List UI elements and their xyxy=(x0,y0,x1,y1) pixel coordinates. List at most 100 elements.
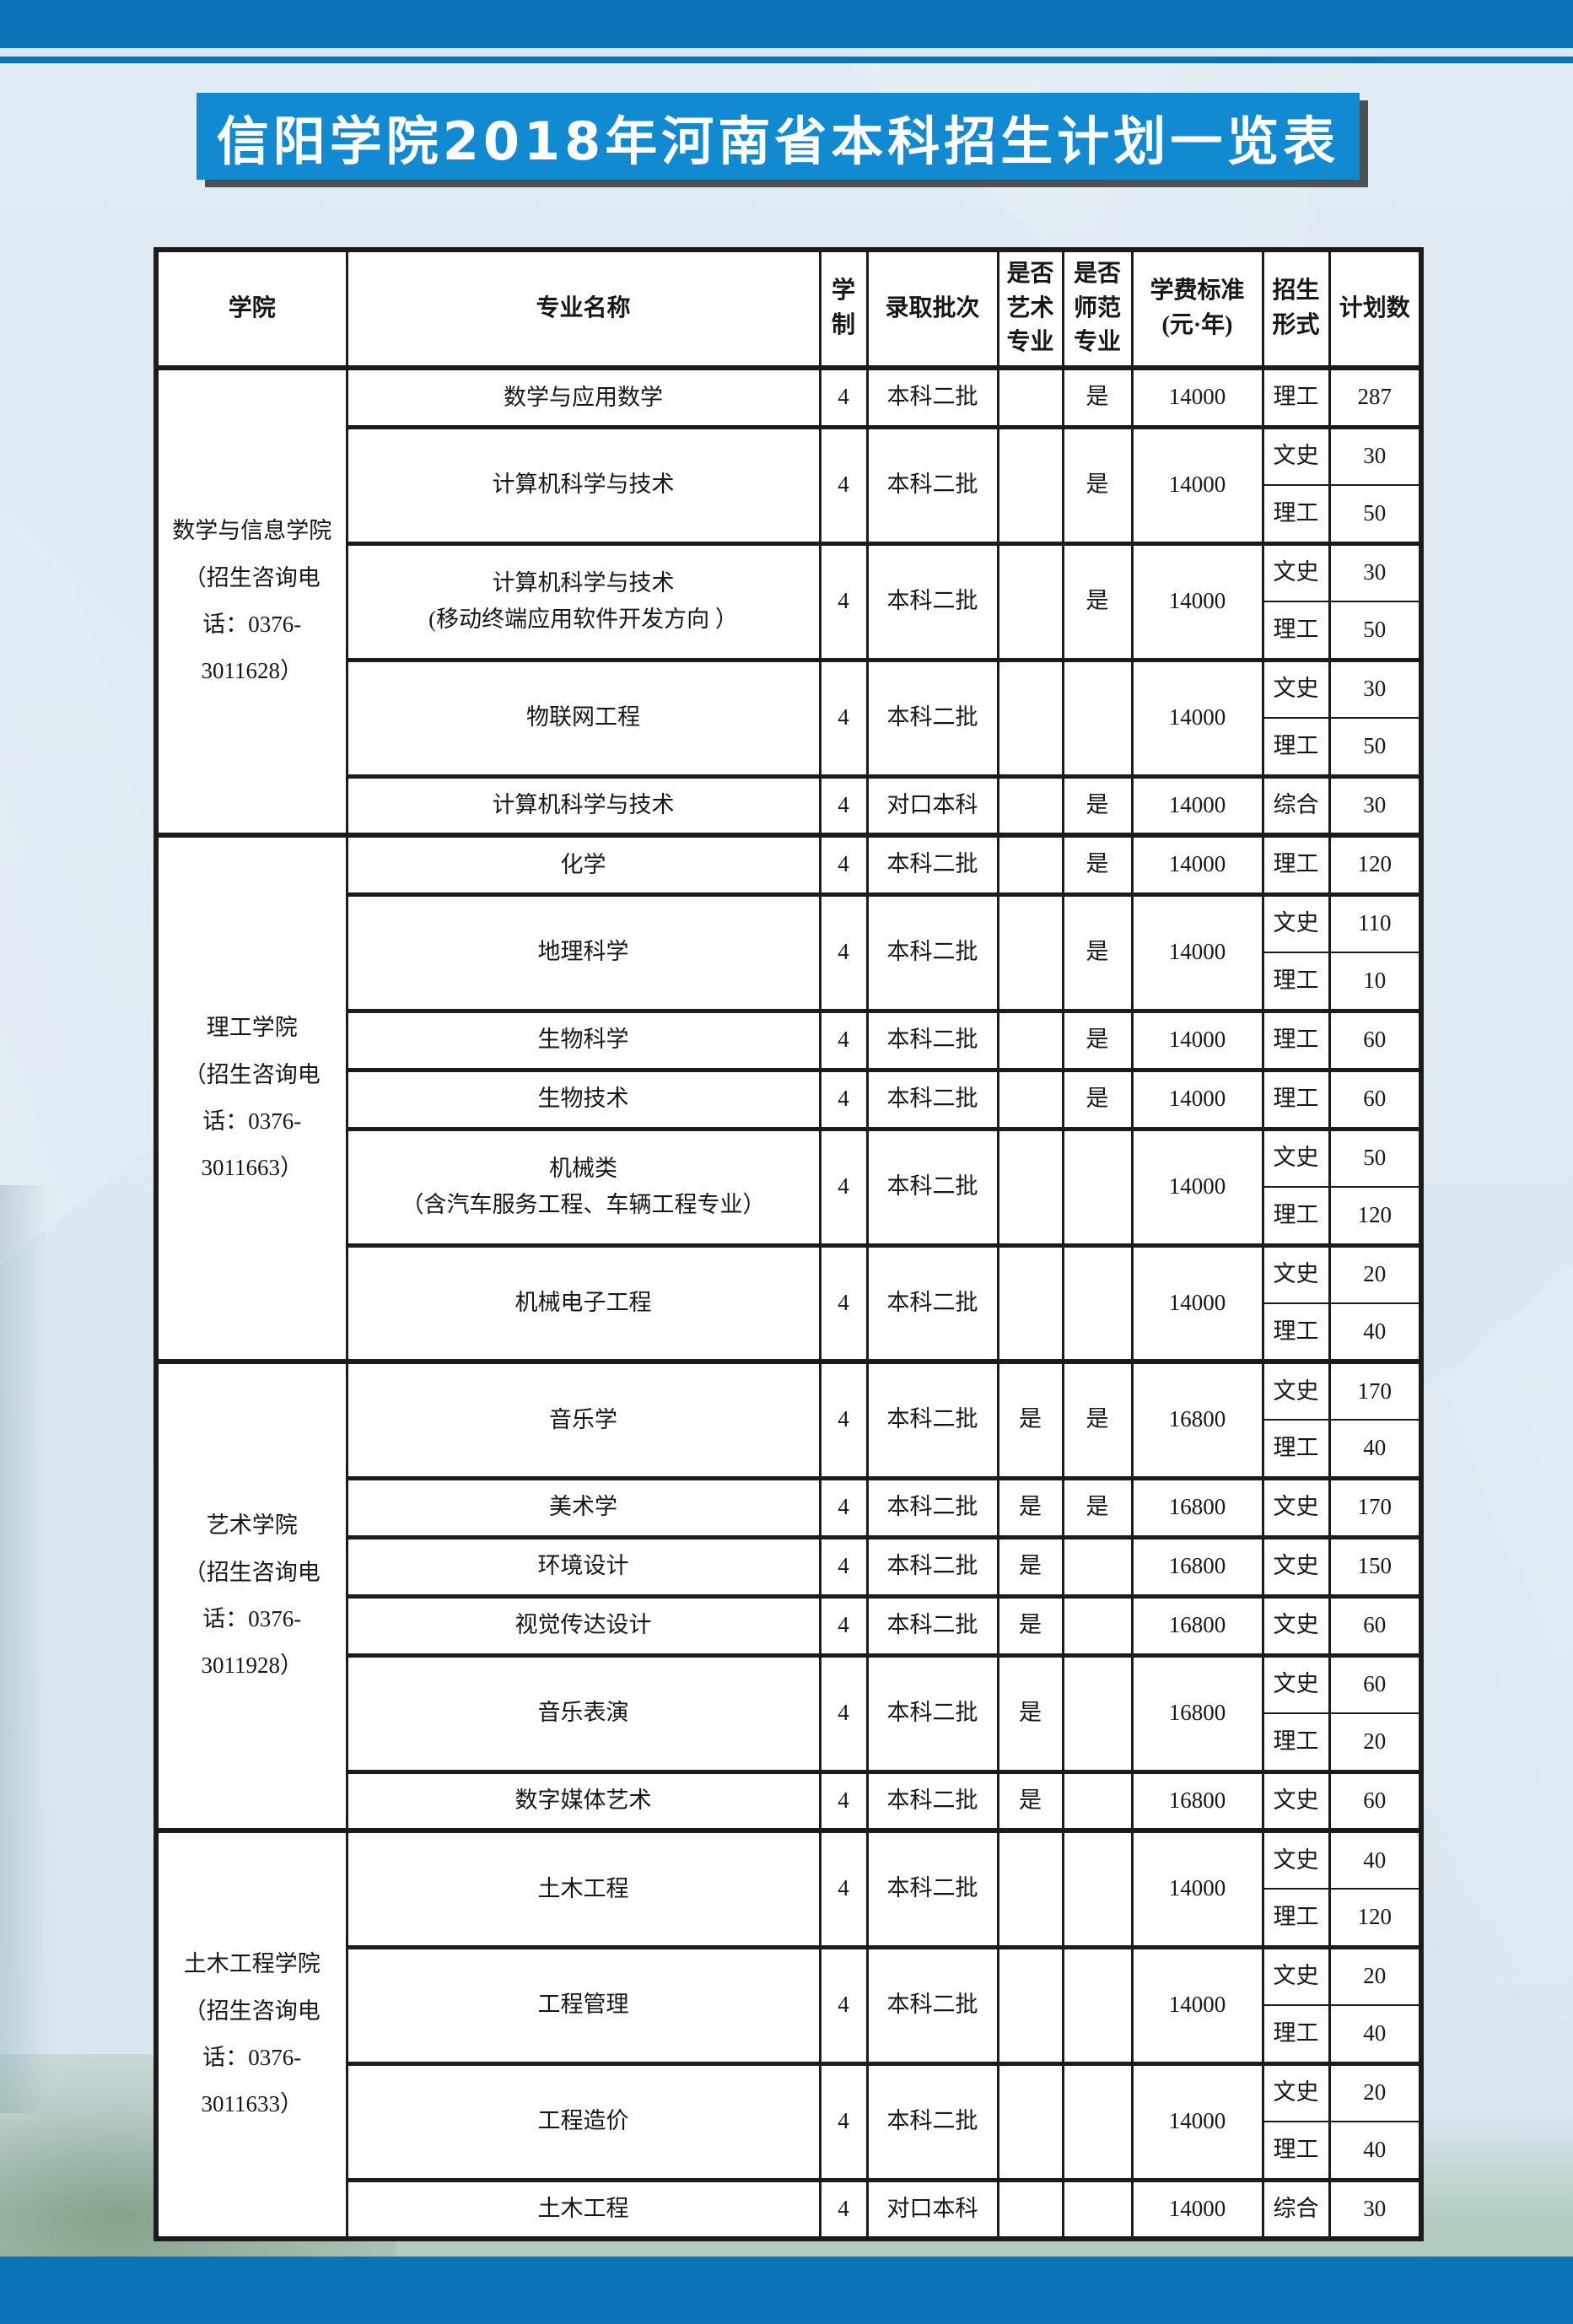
normal-cell: 是 xyxy=(1061,1359,1134,1479)
major-cell: 数字媒体艺术 xyxy=(345,1769,822,1831)
table-row: 数字媒体艺术 4 本科二批是 16800 文史 60 xyxy=(156,1769,1423,1831)
count-cell: 110 xyxy=(1328,892,1423,953)
art-cell xyxy=(996,2061,1064,2181)
duration-cell: 4 xyxy=(818,365,869,428)
count-cell: 20 xyxy=(1328,2061,1423,2122)
major-cell: 音乐学 xyxy=(345,1359,822,1479)
table-row: 机械电子工程 4 本科二批 14000 文史 20 xyxy=(156,1243,1423,1362)
art-cell xyxy=(996,1944,1064,2064)
table-row: 理工 40 xyxy=(156,1302,1423,1362)
batch-cell: 本科二批 xyxy=(865,1475,999,1538)
batch-cell: 本科二批 xyxy=(865,1944,999,2064)
form-cell: 文史 xyxy=(1261,1593,1331,1656)
count-cell: 30 xyxy=(1328,541,1423,602)
art-cell: 是 xyxy=(996,1769,1064,1831)
normal-cell xyxy=(1061,1828,1134,1948)
table-row: 生物技术 4 本科二批是 14000 理工 60 xyxy=(156,1067,1423,1130)
duration-cell: 4 xyxy=(818,1475,869,1538)
major-cell: 土木工程 xyxy=(345,2177,822,2240)
major-cell: 生物科学 xyxy=(345,1008,822,1070)
duration-cell: 4 xyxy=(818,1067,869,1130)
major-cell: 环境设计 xyxy=(345,1534,822,1597)
table-row: 理工 40 xyxy=(156,1419,1423,1479)
batch-cell: 本科二批 xyxy=(865,1828,999,1948)
tuition-cell: 14000 xyxy=(1130,1067,1264,1130)
college-cell: 土木工程学院 （招生咨询电 话：0376- 3011633） xyxy=(154,1828,348,2240)
major-cell: 地理科学 xyxy=(345,892,822,1011)
count-cell: 40 xyxy=(1328,2004,1423,2064)
major-cell: 机械电子工程 xyxy=(345,1243,822,1362)
tuition-cell: 16800 xyxy=(1130,1534,1264,1597)
form-cell: 文史 xyxy=(1261,1769,1331,1831)
art-cell xyxy=(996,1828,1064,1948)
duration-cell: 4 xyxy=(818,1769,869,1831)
tuition-cell: 16800 xyxy=(1130,1769,1264,1831)
header-row: 学院 专业名称 学 制 录取批次 是否 艺术 专业 是否 师范 专业 学费标准 … xyxy=(154,249,1423,370)
tuition-cell: 14000 xyxy=(1130,1944,1264,2064)
college-cell: 艺术学院 （招生咨询电 话：0376- 3011928） xyxy=(154,1359,348,1831)
table-row: 理工 50 xyxy=(156,601,1423,661)
table-row: 美术学 4 本科二批是是 16800 文史 170 xyxy=(156,1475,1423,1538)
header-college: 学院 xyxy=(154,249,348,370)
batch-cell: 对口本科 xyxy=(865,774,999,836)
table-row: 理工 10 xyxy=(156,952,1423,1011)
table-row: 理工学院 （招生咨询电 话：0376- 3011663） 化学 4 本科二批是 1400… xyxy=(154,833,1423,1362)
batch-cell: 本科二批 xyxy=(865,1534,999,1597)
header-tuition: 学费标准 (元·年) xyxy=(1130,249,1264,370)
duration-cell: 4 xyxy=(818,1359,869,1479)
table-row: 生物科学 4 本科二批是 14000 理工 60 xyxy=(156,1008,1423,1070)
count-cell: 60 xyxy=(1328,1653,1423,1714)
top-stripe-blue xyxy=(0,57,1573,63)
count-cell: 287 xyxy=(1328,365,1423,428)
count-cell: 170 xyxy=(1328,1359,1423,1421)
tuition-cell: 16800 xyxy=(1130,1475,1264,1538)
art-cell xyxy=(996,1243,1064,1362)
count-cell: 10 xyxy=(1328,952,1423,1011)
count-cell: 40 xyxy=(1328,1419,1423,1479)
duration-cell: 4 xyxy=(818,892,869,1011)
table-row: 物联网工程 4 本科二批 14000 文史 30 xyxy=(156,657,1423,777)
duration-cell: 4 xyxy=(818,1243,869,1362)
admission-plan-table: 学院 专业名称 学 制 录取批次 是否 艺术 专业 是否 师范 专业 学费标准 … xyxy=(154,247,1424,2241)
normal-cell xyxy=(1061,1769,1134,1831)
major-cell: 计算机科学与技术 xyxy=(345,774,822,836)
header-art: 是否 艺术 专业 xyxy=(996,249,1064,370)
count-cell: 120 xyxy=(1328,833,1423,895)
count-cell: 30 xyxy=(1328,657,1423,719)
tuition-cell: 14000 xyxy=(1130,365,1264,428)
form-cell: 文史 xyxy=(1261,1243,1331,1304)
form-cell: 理工 xyxy=(1261,1419,1331,1479)
count-cell: 120 xyxy=(1328,1888,1423,1948)
normal-cell: 是 xyxy=(1061,424,1134,544)
table-row: 理工 20 xyxy=(156,1712,1423,1772)
normal-cell xyxy=(1061,1944,1134,2064)
duration-cell: 4 xyxy=(818,1534,869,1597)
tuition-cell: 14000 xyxy=(1130,657,1264,777)
major-cell: 物联网工程 xyxy=(345,657,822,777)
form-cell: 文史 xyxy=(1261,1534,1331,1597)
duration-cell: 4 xyxy=(818,1828,869,1948)
form-cell: 文史 xyxy=(1261,1475,1331,1538)
normal-cell: 是 xyxy=(1061,1008,1134,1070)
art-cell xyxy=(996,657,1064,777)
duration-cell: 4 xyxy=(818,1593,869,1656)
major-cell: 美术学 xyxy=(345,1475,822,1538)
table-row: 计算机科学与技术 (移动终端应用软件开发方向 ） 4 本科二批是 14000 文史 30 xyxy=(156,541,1423,661)
major-cell: 工程造价 xyxy=(345,2061,822,2181)
major-cell: 生物技术 xyxy=(345,1067,822,1130)
major-cell: 视觉传达设计 xyxy=(345,1593,822,1656)
tuition-cell: 14000 xyxy=(1130,833,1264,895)
form-cell: 文史 xyxy=(1261,1828,1331,1890)
duration-cell: 4 xyxy=(818,657,869,777)
tuition-cell: 16800 xyxy=(1130,1359,1264,1479)
batch-cell: 对口本科 xyxy=(865,2177,999,2240)
college-cell: 理工学院 （招生咨询电 话：0376- 3011663） xyxy=(154,833,348,1362)
background-photo-edge xyxy=(0,1185,51,2113)
normal-cell xyxy=(1061,1653,1134,1772)
header-normal: 是否 师范 专业 xyxy=(1061,249,1134,370)
major-cell: 数学与应用数学 xyxy=(345,365,822,428)
art-cell: 是 xyxy=(996,1534,1064,1597)
count-cell: 60 xyxy=(1328,1067,1423,1130)
batch-cell: 本科二批 xyxy=(865,1243,999,1362)
